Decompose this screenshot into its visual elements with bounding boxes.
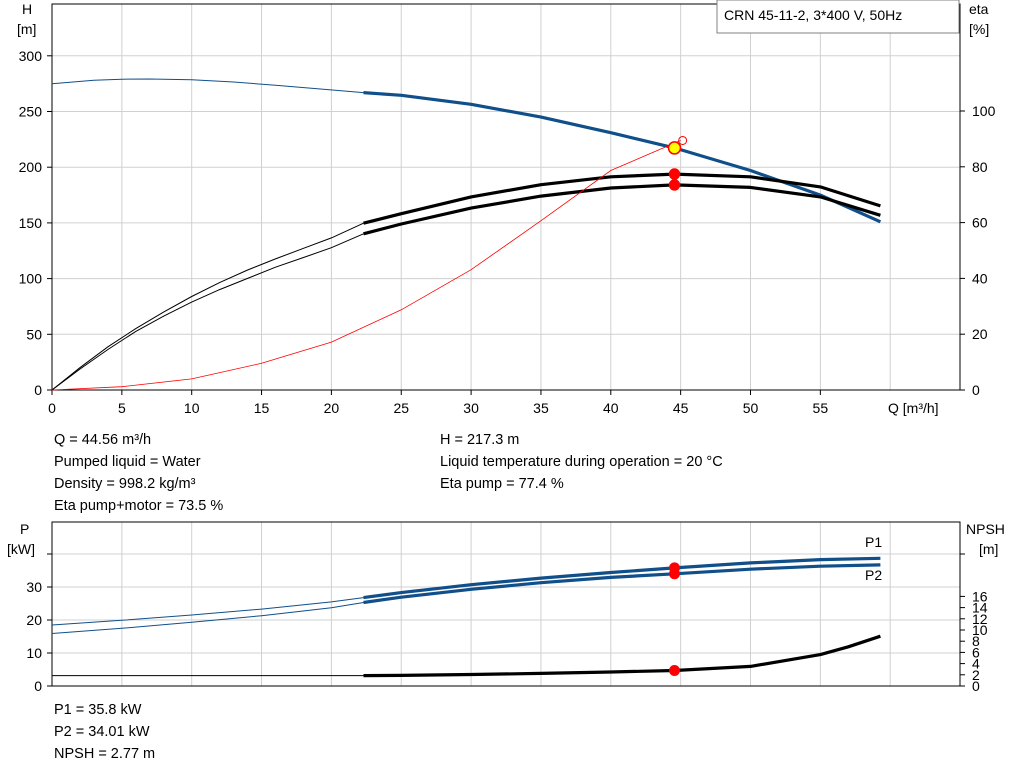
y-left-tick-label: 300 — [19, 48, 43, 64]
y-left-tick-label: 20 — [26, 612, 42, 628]
info-eta-pump-motor: Eta pump+motor = 73.5 % — [54, 498, 224, 514]
p1-curve-thick-line — [363, 556, 881, 600]
y-left-axis-title-symbol: P — [20, 521, 29, 537]
y-left-tick-label: 30 — [26, 579, 42, 595]
x-tick-label: 10 — [184, 400, 200, 416]
p2-curve-thin-line — [51, 602, 364, 634]
duty-point-p2 — [669, 568, 681, 580]
y-right-tick-label: 0 — [972, 678, 980, 694]
info-pumped-liquid: Pumped liquid = Water — [54, 454, 201, 470]
info-top-left: Q = 44.56 m³/h Pumped liquid = Water Den… — [54, 429, 223, 517]
system-curve-end-marker — [678, 135, 688, 145]
y-right-axis-title-unit: [m] — [979, 541, 998, 557]
duty-point-head — [667, 141, 682, 155]
info-bottom: P1 = 35.8 kW P2 = 34.01 kW NPSH = 2.77 m — [54, 699, 155, 765]
info-eta-pump: Eta pump = 77.4 % — [440, 476, 564, 492]
eta-pump-motor-curve-thin-line — [51, 233, 364, 391]
eta-pump-motor-curve-thick-line — [363, 183, 881, 236]
y-right-tick-label: 40 — [972, 270, 988, 286]
x-tick-label: 45 — [673, 400, 689, 416]
y-right-tick-label: 60 — [972, 215, 988, 231]
y-left-tick-label: 50 — [26, 326, 42, 342]
y-right-tick-label: 8 — [972, 633, 980, 649]
info-head: H = 217.3 m — [440, 432, 520, 448]
info-density: Density = 998.2 kg/m³ — [54, 476, 196, 492]
system-curve-thin-line — [51, 140, 681, 391]
plot-frame — [51, 3, 961, 391]
chart-title: CRN 45-11-2, 3*400 V, 50Hz — [724, 7, 902, 23]
duty-point-eta — [668, 168, 681, 180]
y-left-tick-label: 100 — [19, 271, 43, 287]
head-curve-thick-line — [363, 91, 882, 224]
y-right-tick-label: 20 — [972, 326, 988, 342]
x-tick-label: 15 — [254, 400, 270, 416]
y-right-tick-label: 4 — [972, 656, 980, 672]
title-box — [716, 0, 960, 34]
y-left-tick-label: 0 — [34, 678, 42, 694]
y-right-axis-title-symbol: eta — [969, 1, 989, 17]
info-liquid-temperature: Liquid temperature during operation = 20… — [440, 454, 723, 470]
npsh-curve-thick-line — [363, 634, 881, 678]
y-left-axis-title-unit: [m] — [17, 21, 36, 37]
y-right-tick-label: 10 — [972, 622, 988, 638]
eta-pump-curve-thin-line — [51, 222, 364, 391]
y-right-tick-label: 0 — [972, 382, 980, 398]
x-axis-title: Q [m³/h] — [888, 400, 939, 416]
x-tick-label: 50 — [743, 400, 759, 416]
y-left-tick-label: 200 — [19, 159, 43, 175]
duty-point-eta — [668, 179, 681, 191]
info-top-right: H = 217.3 m Liquid temperature during op… — [440, 429, 723, 495]
y-left-axis-title-unit: [kW] — [7, 541, 35, 557]
info-flow: Q = 44.56 m³/h — [54, 432, 152, 448]
info-p2: P2 = 34.01 kW — [54, 724, 150, 740]
y-right-tick-label: 14 — [972, 600, 988, 616]
y-right-tick-label: 2 — [972, 667, 980, 683]
head-curve-thin-line — [51, 78, 364, 94]
x-tick-label: 25 — [393, 400, 409, 416]
p1-curve-thin-line — [51, 597, 364, 626]
y-left-tick-label: 0 — [34, 382, 42, 398]
duty-point-npsh — [669, 664, 681, 676]
info-p1: P1 = 35.8 kW — [54, 702, 142, 718]
x-tick-label: 5 — [118, 400, 126, 416]
x-tick-label: 40 — [603, 400, 619, 416]
y-right-tick-label: 6 — [972, 644, 980, 660]
p1-series-label: P1 — [865, 534, 882, 550]
y-right-axis-title-symbol: NPSH — [966, 521, 1005, 537]
y-right-tick-label: 100 — [972, 103, 996, 119]
eta-pump-curve-thick-line — [363, 172, 881, 225]
plot-frame — [51, 521, 961, 687]
p2-curve-thick-line — [363, 563, 881, 605]
y-left-axis-title-symbol: H — [22, 1, 32, 17]
info-npsh: NPSH = 2.77 m — [54, 746, 156, 762]
y-left-tick-label: 250 — [19, 104, 43, 120]
y-left-tick-label: 10 — [26, 645, 42, 661]
y-right-tick-label: 16 — [972, 588, 988, 604]
y-right-tick-label: 12 — [972, 611, 988, 627]
x-tick-label: 30 — [463, 400, 479, 416]
x-tick-label: 35 — [533, 400, 549, 416]
y-right-tick-label: 80 — [972, 159, 988, 175]
x-tick-label: 20 — [324, 400, 340, 416]
x-tick-label: 0 — [48, 400, 56, 416]
y-left-tick-label: 150 — [19, 215, 43, 231]
x-tick-label: 55 — [813, 400, 829, 416]
p2-series-label: P2 — [865, 567, 882, 583]
y-right-axis-title-unit: [%] — [969, 21, 989, 37]
